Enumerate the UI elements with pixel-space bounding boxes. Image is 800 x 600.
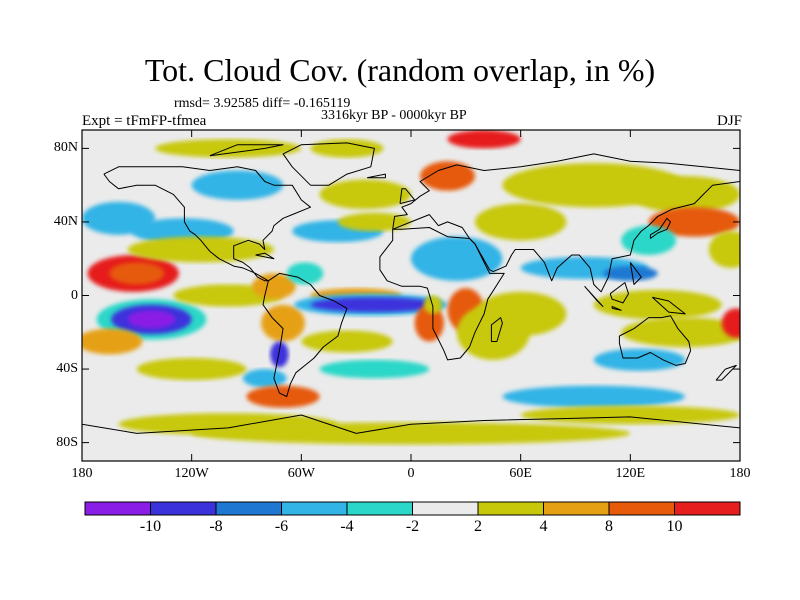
y-tick-label: 40N: [53, 213, 78, 229]
x-tick-label: 0: [407, 466, 415, 481]
colorbar-label: -6: [274, 518, 289, 535]
coastline: [584, 285, 604, 307]
anomaly-region: [520, 405, 740, 425]
anomaly-region: [319, 359, 430, 379]
coastline: [490, 317, 503, 342]
anomaly-region: [602, 266, 658, 281]
colorbar-box: [84, 501, 151, 516]
anomaly-region: [621, 225, 677, 256]
anomaly-region: [286, 262, 324, 285]
y-tick-label: 0: [71, 287, 78, 303]
coastline: [715, 364, 737, 381]
anomaly-region: [261, 304, 305, 342]
anomaly-region: [270, 341, 289, 368]
coastline: [399, 188, 416, 205]
period-label: 3316kyr BP - 0000kyr BP: [321, 108, 467, 123]
x-tick-label: 180: [729, 466, 751, 481]
anomaly-region: [301, 330, 393, 353]
coastline: [629, 262, 642, 285]
coastline: [649, 217, 671, 239]
y-tick-label: 80S: [56, 434, 78, 450]
coastline: [103, 166, 311, 282]
anomaly-layer: [82, 130, 740, 445]
colorbar-box: [150, 501, 217, 516]
colorbar-label: 2: [474, 518, 482, 535]
coastline: [618, 315, 692, 366]
colorbar-box: [674, 501, 741, 516]
colorbar-box: [412, 501, 479, 516]
coastline: [209, 144, 284, 157]
anomaly-region: [310, 297, 439, 313]
chart-title: Tot. Cloud Cov. (random overlap, in %): [144, 52, 656, 88]
colorbar-label: 8: [605, 518, 613, 535]
anomaly-region: [593, 289, 722, 320]
colorbar: [84, 501, 741, 516]
x-tick-label: 180: [71, 466, 93, 481]
anomaly-region: [127, 310, 176, 329]
colorbar-label: 4: [539, 518, 548, 535]
anomaly-region: [82, 328, 143, 355]
anomaly-region: [630, 175, 740, 213]
coastline: [609, 282, 629, 304]
coastline: [262, 272, 348, 398]
anomaly-region: [447, 130, 521, 149]
coastline: [651, 296, 686, 315]
colorbar-label: 10: [666, 518, 683, 535]
anomaly-region: [423, 295, 443, 314]
stats-label: rmsd= 3.92585 diff= -0.165119: [174, 96, 351, 111]
experiment-label: Expt = tFmFP-tfmea: [82, 113, 207, 129]
y-tick-label: 80N: [53, 140, 78, 156]
coastline: [392, 153, 740, 293]
anomaly-region: [191, 422, 631, 445]
x-tick-label: 60W: [287, 466, 315, 481]
x-tick-label: 120W: [174, 466, 209, 481]
colorbar-box: [346, 501, 413, 516]
anomaly-region: [242, 369, 287, 388]
coastline: [82, 414, 740, 434]
colorbar-label: -2: [405, 518, 420, 535]
anomaly-region: [414, 304, 444, 342]
colorbar-box: [281, 501, 348, 516]
x-tick-label: 120E: [615, 466, 646, 481]
coastline: [367, 173, 386, 179]
colorbar-label: -10: [139, 518, 162, 535]
anomaly-region: [420, 161, 475, 191]
colorbar-box: [477, 501, 544, 516]
anomaly-region: [127, 236, 274, 263]
anomaly-region: [502, 385, 686, 408]
anomaly-region: [109, 262, 165, 285]
coastline-layer: [82, 142, 740, 434]
colorbar-box: [608, 501, 675, 516]
anomaly-region: [411, 236, 503, 281]
coastline: [611, 306, 622, 311]
season-label: DJF: [716, 113, 742, 129]
coastline: [255, 252, 275, 260]
anomaly-region: [136, 358, 247, 381]
colorbar-box: [543, 501, 610, 516]
anomaly-region: [474, 203, 567, 241]
anomaly-region: [721, 308, 740, 338]
anomaly-region: [648, 207, 740, 237]
anomaly-region: [593, 348, 686, 371]
x-tick-label: 60E: [509, 466, 532, 481]
anomaly-region: [474, 291, 567, 336]
colorbar-label: -4: [340, 518, 354, 535]
colorbar-label: -8: [209, 518, 223, 535]
colorbar-box: [215, 501, 282, 516]
anomaly-region: [319, 179, 411, 210]
tick-marks: [81, 130, 741, 461]
y-tick-label: 40S: [56, 361, 78, 377]
coastline: [282, 142, 375, 186]
anomaly-region: [191, 170, 284, 200]
anomaly-region: [708, 231, 740, 268]
anomaly-region: [246, 385, 320, 408]
